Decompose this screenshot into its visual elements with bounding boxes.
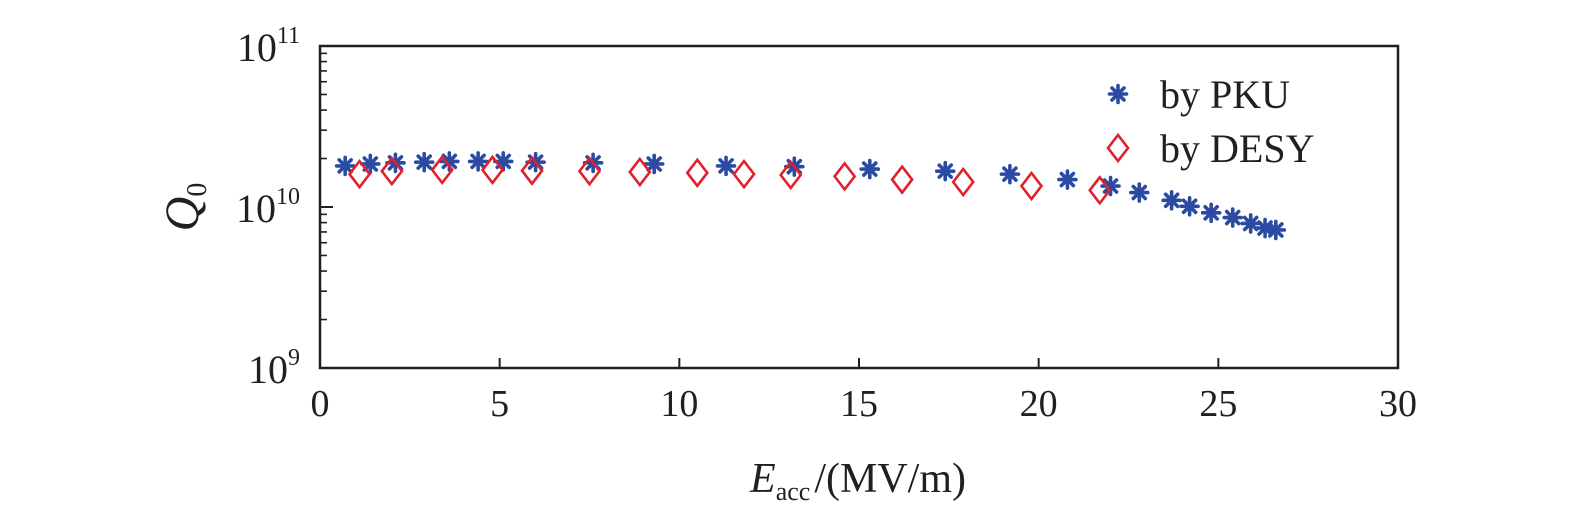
data-point (628, 156, 652, 188)
x-axis-label: Eacc/(MV/m) (749, 456, 966, 506)
y-axis-label: Q0 (156, 183, 213, 232)
x-ticks: 0 5 10 15 20 25 30 (311, 358, 1417, 425)
data-point (1240, 213, 1261, 234)
data-point (934, 160, 956, 182)
data-point (577, 156, 602, 187)
data-point (832, 161, 857, 192)
data-point (1128, 182, 1150, 203)
data-point (715, 155, 737, 177)
data-point (779, 159, 803, 191)
series-pku (334, 151, 1287, 241)
legend: by PKU by DESY (1106, 72, 1314, 171)
data-point (467, 151, 489, 172)
x-tick-label: 5 (490, 383, 509, 425)
data-point (1088, 175, 1112, 206)
x-tick-label: 0 (311, 383, 330, 425)
data-point (430, 154, 454, 186)
data-point (334, 155, 356, 177)
data-point (1161, 190, 1182, 211)
plot-layer: 0 5 10 15 20 25 30 109 1010 1011 by PKU by DESY Eacc… (156, 23, 1417, 506)
data-point (1200, 202, 1222, 224)
data-point (1179, 196, 1200, 217)
y-tick-label: 109 (248, 345, 300, 392)
data-point (1222, 207, 1244, 228)
y-tick-label: 1010 (236, 184, 300, 231)
data-point (480, 154, 505, 186)
x-tick-label: 20 (1020, 383, 1058, 425)
data-point (999, 163, 1021, 185)
data-point (347, 159, 372, 190)
data-point (951, 166, 975, 198)
data-point (380, 156, 404, 187)
data-point (1019, 170, 1044, 202)
x-tick-label: 30 (1379, 383, 1417, 425)
legend-label: by DESY (1160, 126, 1314, 171)
legend-marker (1107, 83, 1129, 105)
x-tick-label: 25 (1199, 383, 1237, 425)
data-point (520, 155, 544, 186)
data-point (1057, 169, 1078, 190)
x-tick-label: 10 (660, 383, 698, 425)
data-point (859, 158, 881, 180)
legend-label: by PKU (1160, 72, 1290, 117)
data-point (643, 153, 665, 175)
data-point (1265, 219, 1287, 241)
legend-marker (1106, 132, 1130, 164)
data-point (685, 157, 709, 188)
series-desy (347, 154, 1112, 206)
data-point (890, 164, 914, 195)
x-tick-label: 15 (840, 383, 878, 425)
y-ticks: 109 1010 1011 (236, 23, 333, 392)
data-point (732, 159, 756, 190)
y-tick-label: 1011 (237, 23, 300, 70)
data-point (360, 153, 381, 175)
data-point (1100, 175, 1121, 197)
data-point (413, 151, 435, 173)
